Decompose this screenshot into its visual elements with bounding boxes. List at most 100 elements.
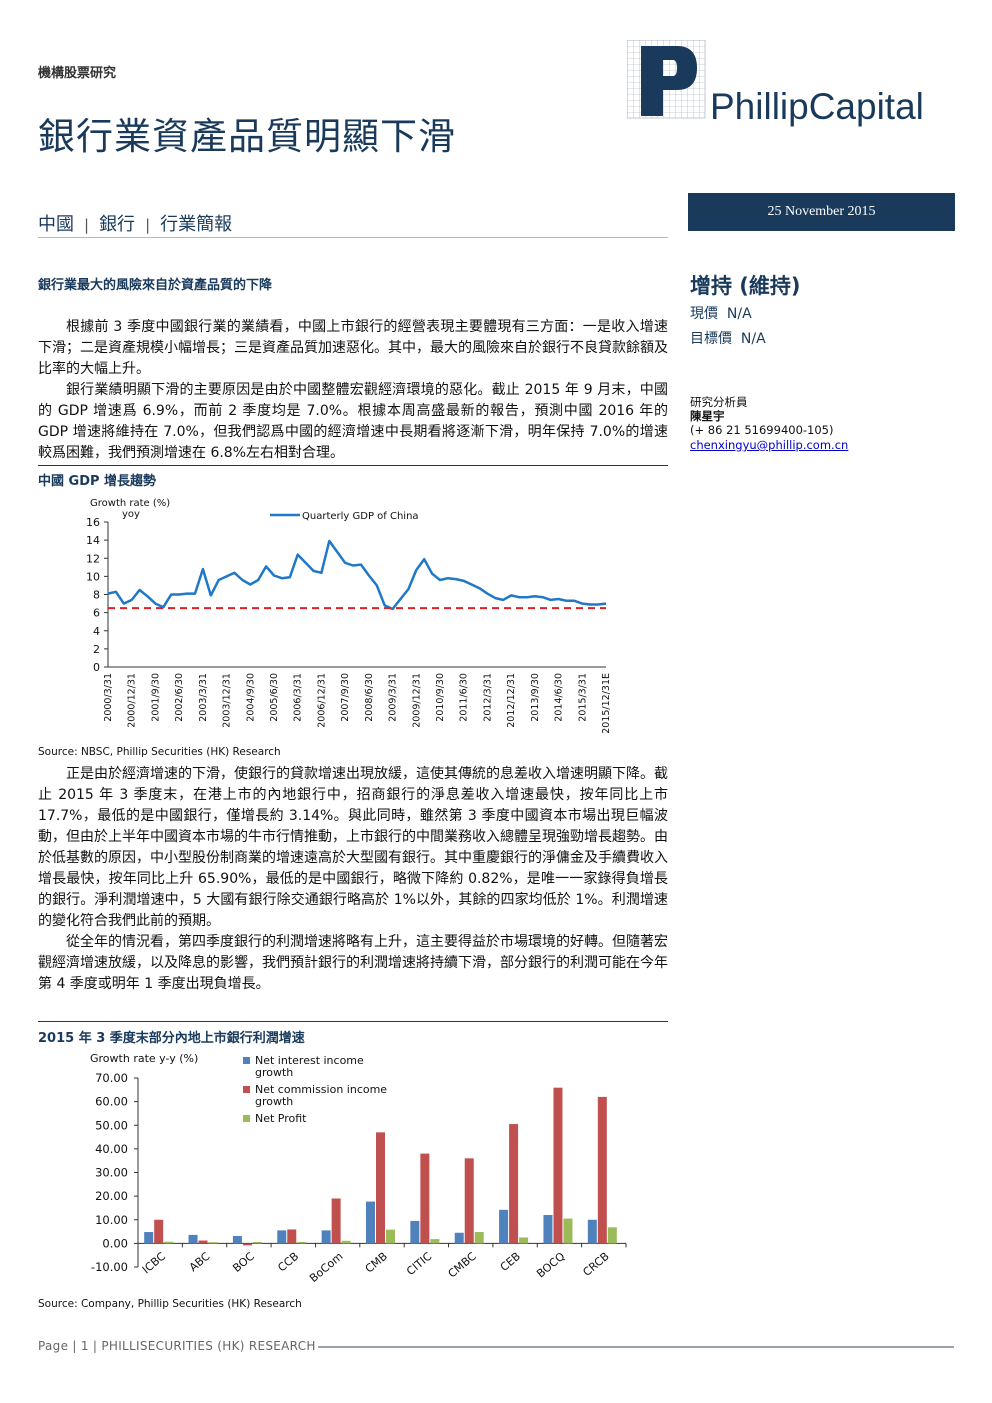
y-tick-label: 2 [93, 643, 100, 656]
category-label: BOCQ [534, 1250, 567, 1281]
x-tick-label: 2006/3/31 [293, 673, 304, 722]
bar-crcb-1 [587, 1219, 597, 1244]
paragraph: 從全年的情況看，第四季度銀行的利潤增速將略有上升，這主要得益於市場環境的好轉。但… [38, 934, 668, 992]
bar-citic-1 [410, 1220, 420, 1244]
category-label: BoCom [307, 1250, 346, 1285]
x-tick-label: 2004/9/30 [245, 673, 256, 722]
category-label: BOC [230, 1250, 257, 1275]
x-tick-label: 2013/9/30 [530, 673, 541, 722]
y-tick-label: 0.00 [102, 1236, 128, 1250]
current-price-value: N/A [726, 306, 752, 322]
report-type: 機構股票研究 [38, 66, 117, 81]
y-tick-label: 20.00 [95, 1189, 128, 1203]
category-label: ABC [187, 1250, 213, 1275]
bar-ceb-1 [499, 1209, 509, 1244]
brand-name: PhillipCapital [710, 86, 924, 127]
y-tick-label: 50.00 [95, 1118, 128, 1132]
bar-cmb-2 [376, 1132, 385, 1244]
bar-cmbc-2 [464, 1158, 474, 1244]
y-tick-label: 70.00 [95, 1071, 128, 1085]
x-tick-label: 2000/3/31 [103, 673, 114, 722]
phillip-logo [627, 40, 706, 119]
y-tick-label: 4 [93, 625, 100, 638]
gdp-series-line [107, 539, 607, 611]
bar-ccb-3 [297, 1241, 307, 1244]
legend-swatch [243, 1057, 250, 1064]
bar-crcb-2 [597, 1096, 607, 1244]
x-tick-label: 2011/6/30 [459, 673, 470, 722]
y-tick-label: 10.00 [95, 1213, 128, 1227]
bar-icbc-3 [164, 1241, 174, 1244]
x-tick-label: 2015/12/31E [601, 673, 612, 734]
category-label: CMB [363, 1250, 390, 1276]
page-title: 銀行業資產品質明顯下滑 [38, 115, 456, 158]
bar-bocom-1 [321, 1230, 331, 1244]
bar-bocq-3 [563, 1218, 573, 1244]
breadcrumb-separator: | [145, 216, 151, 234]
chart-source: Source: NBSC, Phillip Securities (HK) Re… [38, 746, 281, 758]
bar-cmb-1 [366, 1201, 375, 1244]
y-tick-label: 16 [86, 516, 100, 529]
y-tick-label: 30.00 [95, 1166, 128, 1180]
y-tick-label: 6 [93, 607, 100, 620]
category-label: CEB [498, 1250, 523, 1274]
divider [38, 1021, 668, 1022]
x-tick-label: 2009/3/31 [388, 673, 399, 722]
divider [38, 237, 668, 238]
category-label: CMBC [446, 1250, 479, 1281]
report-date: 25 November 2015 [688, 193, 955, 231]
current-price-label: 現價 [690, 306, 718, 322]
rating: 增持 (維持) [690, 274, 801, 298]
x-tick-label: 2003/3/31 [198, 673, 209, 722]
bar-cmb-3 [386, 1229, 395, 1244]
target-price-label: 目標價 [690, 331, 732, 347]
bar-bocq-1 [543, 1215, 553, 1244]
legend-swatch [243, 1115, 250, 1122]
bar-abc-1 [188, 1234, 198, 1244]
bar-bocom-2 [331, 1198, 341, 1244]
body-text: 根據前 3 季度中國銀行業的業績看，中國上市銀行的經營表現主要體現有三方面：一是… [38, 317, 668, 464]
bar-citic-3 [430, 1239, 440, 1244]
legend-swatch [243, 1086, 250, 1093]
y-tick-label: 60.00 [95, 1095, 128, 1109]
x-tick-label: 2002/6/30 [174, 673, 185, 722]
legend-label: Net Profit [255, 1112, 307, 1125]
x-tick-label: 2001/9/30 [150, 673, 161, 722]
section-heading: 銀行業最大的風險來自於資產品質的下降 [38, 278, 273, 293]
x-tick-label: 2010/9/30 [435, 673, 446, 722]
legend-label: growth [255, 1066, 293, 1079]
breadcrumb: 中國 | 銀行 | 行業簡報 [38, 210, 232, 236]
bar-ccb-2 [287, 1229, 297, 1244]
analyst-phone: (+ 86 21 51699400-105) [690, 423, 834, 437]
bank-growth-bar-chart: Growth rate y-y (%) -10.00 0.00 10.00 20.00 3… [90, 1052, 627, 1285]
x-tick-label: 2009/12/31 [411, 673, 422, 728]
bar-abc-2 [198, 1240, 208, 1244]
bar-boc-2 [242, 1243, 252, 1246]
bar-ccb-1 [277, 1230, 287, 1244]
bar-icbc-2 [154, 1219, 164, 1244]
bar-bocom-3 [341, 1240, 351, 1244]
y-tick-label: 12 [86, 552, 100, 565]
x-tick-label: 2012/3/31 [482, 673, 493, 722]
y-tick-label: 14 [86, 534, 100, 547]
analyst-email-link[interactable]: chenxingyu@phillip.com.cn [690, 438, 849, 452]
x-tick-label: 2014/6/30 [554, 673, 565, 722]
legend-label: growth [255, 1095, 293, 1108]
bar-ceb-3 [519, 1237, 529, 1244]
y-tick-label: -10.00 [91, 1260, 128, 1274]
legend-label: Net interest income [255, 1054, 364, 1067]
breadcrumb-item-country: 中國 [38, 214, 74, 235]
chart-heading: 中國 GDP 增長趨勢 [38, 474, 157, 489]
bar-boc-3 [252, 1241, 262, 1244]
y-tick-label: 40.00 [95, 1142, 128, 1156]
bar-abc-3 [208, 1242, 218, 1244]
y-axis-title: Growth rate y-y (%) [90, 1052, 198, 1065]
x-tick-label: 2012/12/31 [506, 673, 517, 728]
analyst-title: 研究分析員 [690, 395, 748, 409]
analyst-name: 陳星宇 [690, 409, 725, 423]
legend-label: Net commission income [255, 1083, 387, 1096]
bar-cmbc-1 [454, 1232, 464, 1244]
paragraph: 根據前 3 季度中國銀行業的業績看，中國上市銀行的經營表現主要體現有三方面：一是… [38, 319, 668, 377]
x-tick-label: 2015/3/31 [577, 673, 588, 722]
y-tick-label: 0 [93, 661, 100, 674]
